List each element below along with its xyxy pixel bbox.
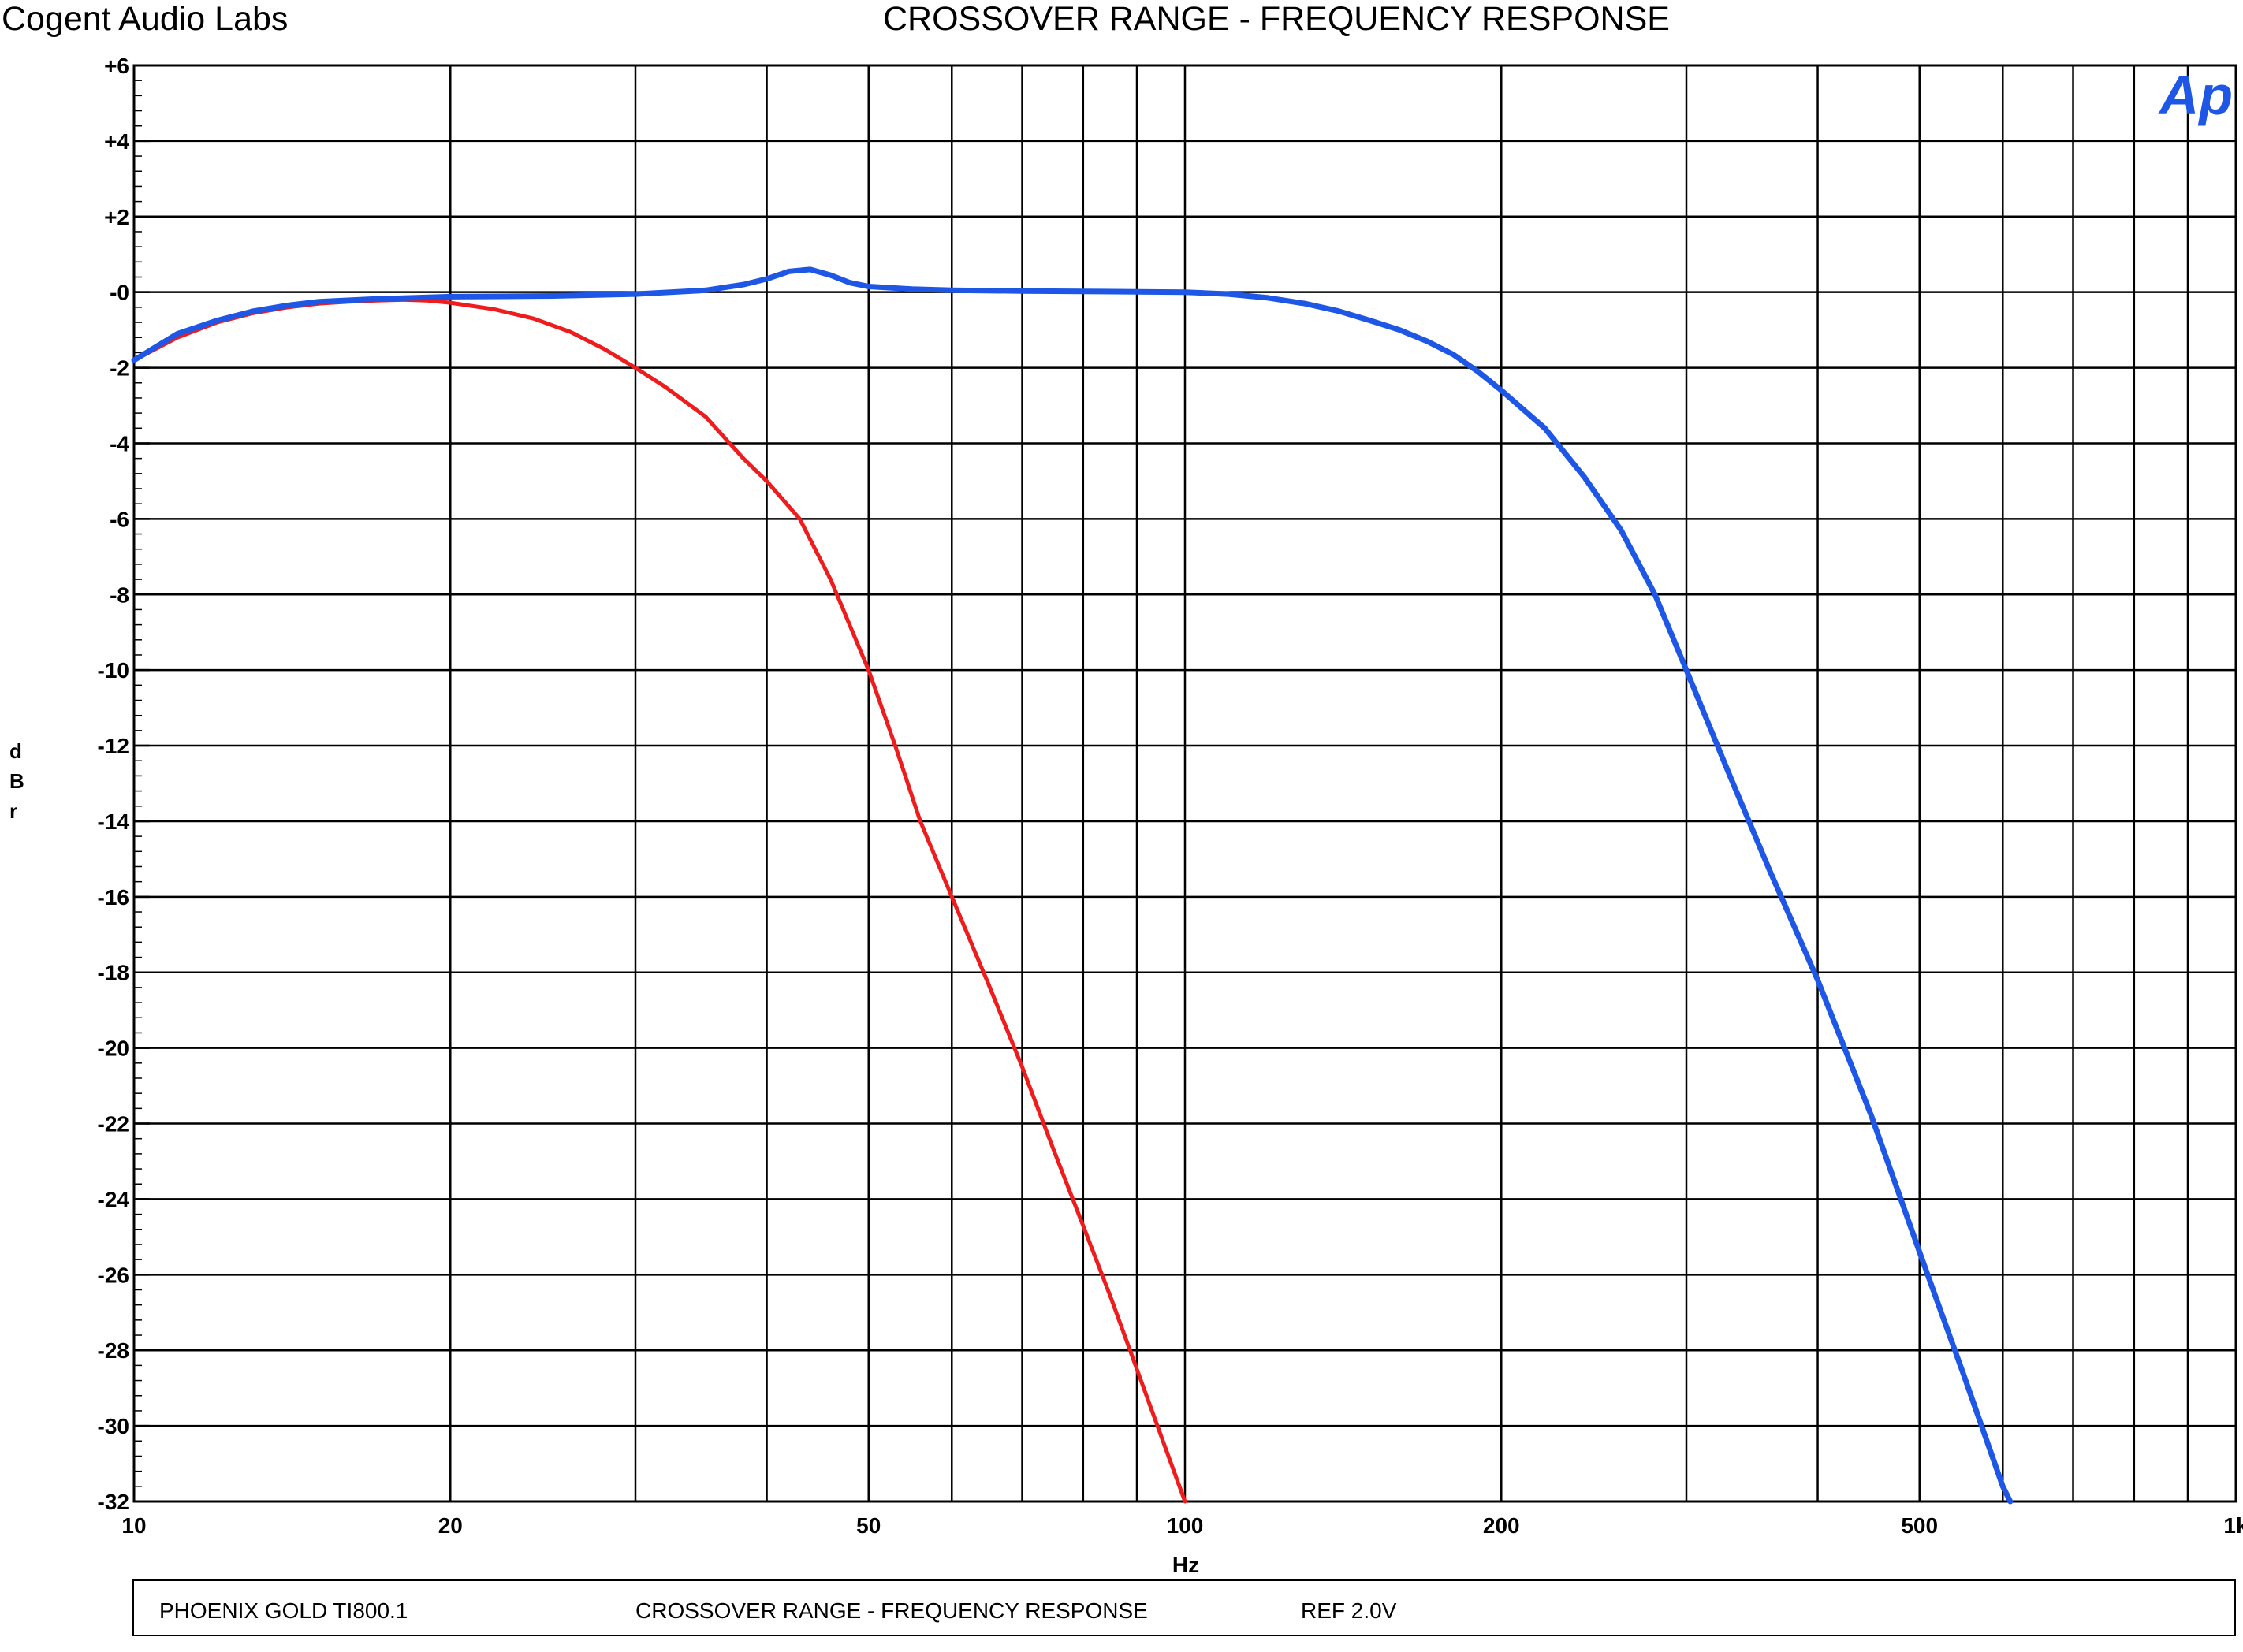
y-tick-label: -14: [98, 809, 130, 834]
y-tick-label: -30: [98, 1414, 129, 1438]
y-axis: +6 +4 +2 -0 -2 -4 -6 -8 -10 -12 -14 -16 -18 -20 -22 -24…: [98, 54, 150, 1514]
x-axis-label: Hz: [1172, 1553, 1199, 1577]
x-tick-label: 100: [1167, 1513, 1204, 1538]
footer-description: CROSSOVER RANGE - FREQUENCY RESPONSE: [635, 1598, 1148, 1623]
y-tick-label: -24: [98, 1187, 130, 1211]
footer-info-box: PHOENIX GOLD TI800.1 CROSSOVER RANGE - F…: [132, 1579, 2236, 1636]
series-layer: [131, 266, 2014, 1505]
y-axis-label-b: B: [9, 769, 24, 793]
x-tick-label: 1k: [2223, 1513, 2243, 1538]
y-tick-label: -8: [110, 582, 129, 607]
y-tick-label: -32: [98, 1490, 129, 1514]
x-tick-label: 10: [121, 1513, 146, 1538]
x-tick-label: 20: [438, 1513, 463, 1538]
series-line-lowpass: [132, 297, 1187, 1504]
y-tick-label: -18: [98, 961, 129, 985]
y-tick-label: -6: [110, 507, 129, 531]
footer-device: PHOENIX GOLD TI800.1: [159, 1598, 408, 1623]
y-tick-label: +6: [104, 54, 129, 78]
y-tick-label: -28: [98, 1338, 129, 1363]
y-axis-label-r: r: [9, 799, 18, 823]
series-line-highpass: [131, 266, 2014, 1505]
grid: [132, 64, 2237, 1503]
x-tick-label: 200: [1483, 1513, 1520, 1538]
y-tick-label: +4: [104, 129, 129, 154]
y-tick-label: -0: [110, 281, 129, 305]
y-tick-label: -16: [98, 885, 129, 910]
y-tick-label: -12: [98, 734, 129, 758]
x-tick-label: 50: [856, 1513, 881, 1538]
x-axis: 10 20 50 100 200 500 1k: [121, 1513, 2243, 1538]
chart-title: CROSSOVER RANGE - FREQUENCY RESPONSE: [883, 0, 1670, 38]
y-axis-label-d: d: [9, 739, 22, 763]
y-tick-label: +2: [104, 205, 129, 229]
ap-logo: Ap: [2158, 65, 2233, 126]
y-tick-label: -26: [98, 1263, 129, 1287]
x-tick-label: 500: [1901, 1513, 1938, 1538]
y-tick-label: -22: [98, 1112, 129, 1137]
footer-reference: REF 2.0V: [1301, 1598, 1397, 1623]
y-tick-label: -10: [98, 658, 129, 683]
company-name: Cogent Audio Labs: [2, 0, 289, 38]
y-tick-label: -2: [110, 356, 129, 381]
y-tick-label: -20: [98, 1036, 129, 1061]
y-tick-label: -4: [110, 431, 129, 456]
